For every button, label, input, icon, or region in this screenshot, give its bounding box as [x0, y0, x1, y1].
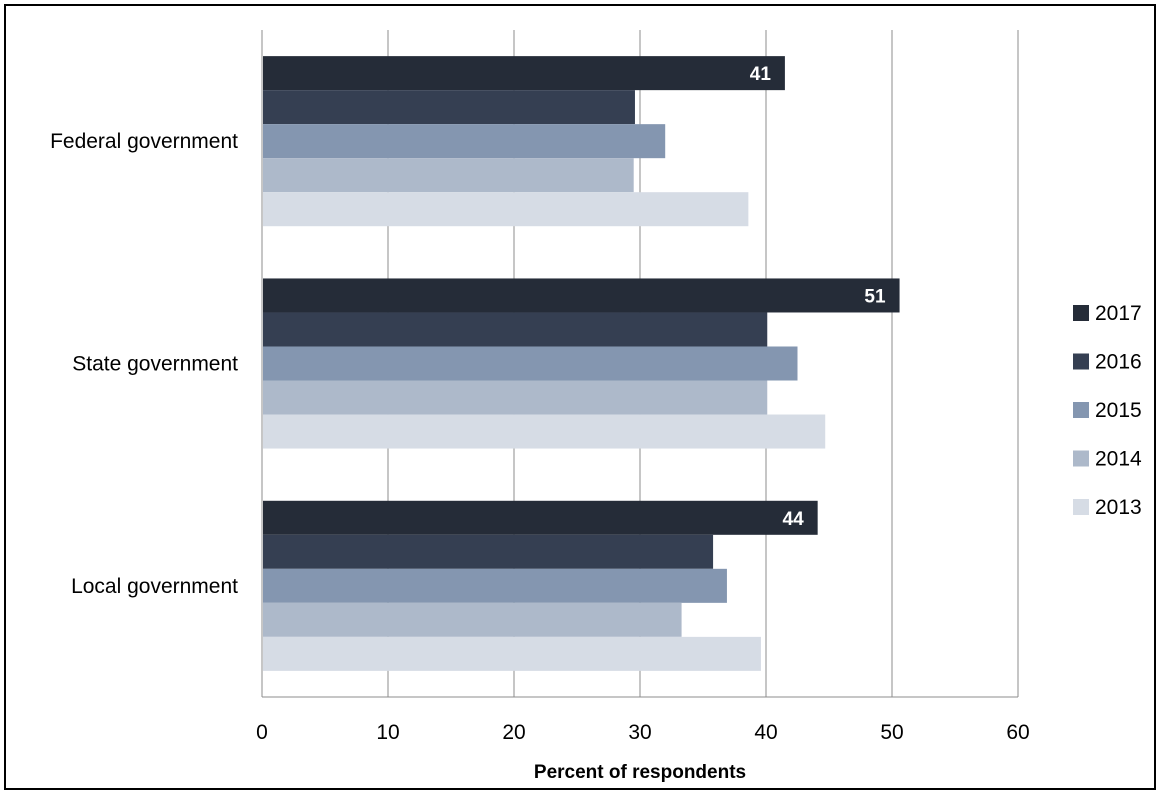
x-tick-labels: 0 10 20 30 40 50 60 [256, 721, 1030, 744]
axes [261, 30, 1018, 698]
x-tick-label: 0 [256, 721, 268, 744]
legend-swatch-2016 [1073, 353, 1089, 370]
legend: 2017 2016 2015 2014 2013 [1073, 302, 1142, 519]
legend-label: 2016 [1095, 351, 1142, 374]
bar-2016-2 [263, 534, 714, 569]
bar-2017-0 [263, 56, 785, 91]
bar-2017-1 [263, 278, 900, 313]
data-label: 44 [783, 509, 805, 530]
legend-swatch-2014 [1073, 450, 1089, 467]
bar-2015-1 [263, 346, 798, 381]
legend-label: 2017 [1095, 302, 1142, 325]
bar-2014-2 [263, 602, 682, 637]
x-tick-label: 50 [880, 721, 903, 744]
x-tick-label: 20 [502, 721, 525, 744]
bar-2013-1 [263, 414, 826, 449]
bar-2015-2 [263, 568, 727, 603]
data-label: 51 [864, 286, 886, 307]
bar-2016-0 [263, 90, 635, 125]
legend-label: 2014 [1095, 448, 1142, 471]
x-tick-label: 30 [628, 721, 651, 744]
bar-2014-1 [263, 380, 768, 415]
category-label: Federal government [50, 130, 238, 153]
bar-2014-0 [263, 158, 634, 193]
bar-2017-2 [263, 500, 818, 535]
category-labels: Federal government State government Local … [50, 130, 238, 598]
bar-2013-2 [263, 636, 761, 671]
category-label: Local government [71, 575, 238, 598]
legend-swatch-2013 [1073, 499, 1089, 515]
legend-swatch-2017 [1073, 305, 1089, 321]
legend-label: 2013 [1095, 496, 1142, 519]
bar-2013-0 [263, 192, 749, 227]
legend-label: 2015 [1095, 399, 1142, 422]
category-label: State government [72, 353, 238, 376]
x-tick-label: 10 [376, 721, 399, 744]
bars: 41 51 44 [263, 56, 900, 671]
bar-2015-0 [263, 124, 666, 159]
bar-2016-1 [263, 312, 768, 347]
x-tick-label: 60 [1006, 721, 1029, 744]
data-label: 41 [750, 64, 772, 85]
legend-swatch-2015 [1073, 402, 1089, 418]
x-axis-title: Percent of respondents [534, 762, 746, 783]
x-tick-label: 40 [754, 721, 777, 744]
